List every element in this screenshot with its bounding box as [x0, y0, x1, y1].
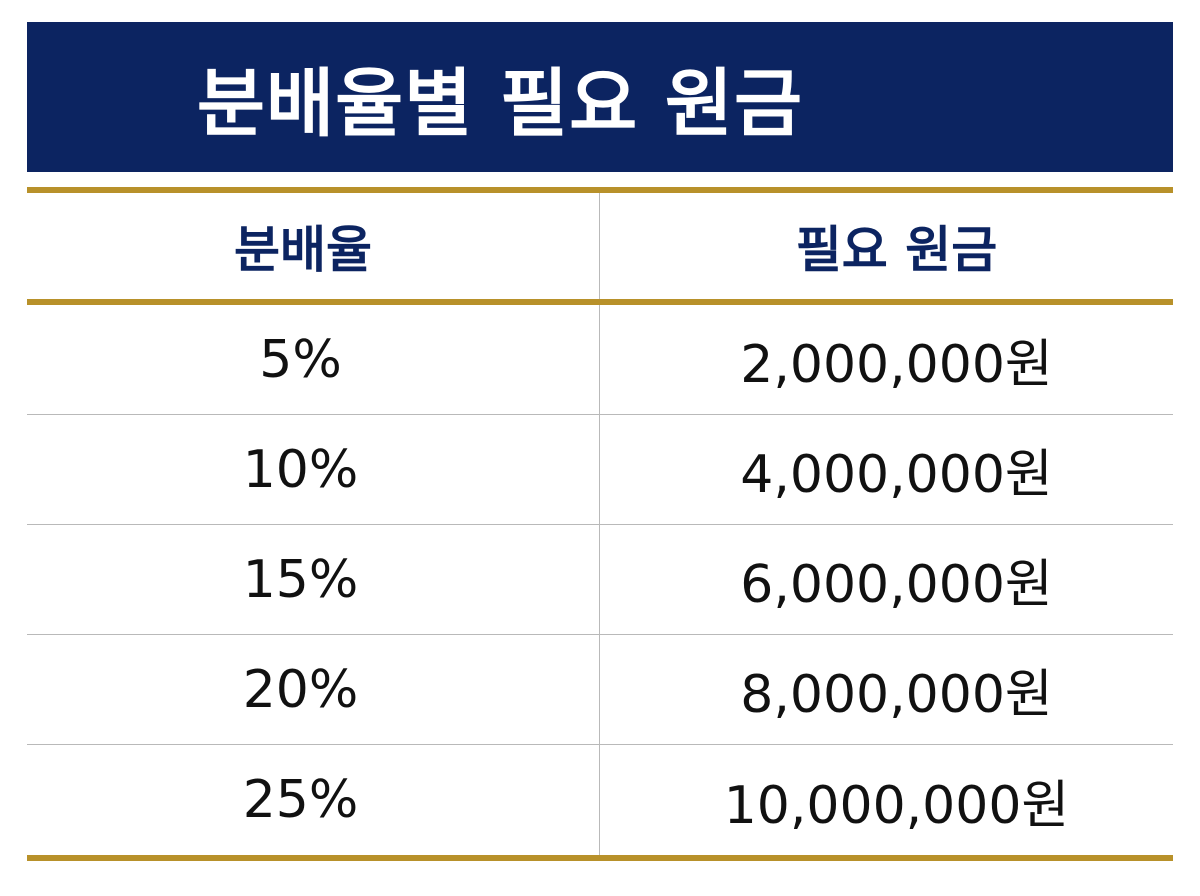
- rate-cell: 10%: [27, 415, 600, 524]
- table-row: 25% 10,000,000원: [27, 744, 1173, 855]
- table-row: 20% 8,000,000원: [27, 634, 1173, 744]
- table-header-row: 분배율 필요 원금: [27, 193, 1173, 299]
- table-row: 15% 6,000,000원: [27, 524, 1173, 634]
- rate-cell: 20%: [27, 635, 600, 744]
- rate-cell: 15%: [27, 525, 600, 634]
- table-bottom-rule: [27, 855, 1173, 861]
- header-rate: 분배율: [27, 193, 600, 299]
- table-row: 5% 2,000,000원: [27, 305, 1173, 414]
- rate-cell: 5%: [27, 305, 600, 414]
- table-row: 10% 4,000,000원: [27, 414, 1173, 524]
- title-banner: 분배율별 필요 원금: [27, 22, 1173, 172]
- table-header-rule: [27, 299, 1173, 305]
- rate-cell: 25%: [27, 745, 600, 855]
- header-principal: 필요 원금: [795, 221, 998, 279]
- principal-cell: 2,000,000원: [740, 335, 1053, 395]
- principal-cell: 6,000,000원: [740, 555, 1053, 615]
- distribution-table: 분배율 필요 원금 5% 2,000,000원 10% 4,000,000원 1…: [27, 187, 1173, 861]
- page-title: 분배율별 필요 원금: [196, 60, 804, 147]
- principal-cell: 4,000,000원: [740, 445, 1053, 505]
- table-top-rule: [27, 187, 1173, 193]
- principal-cell: 10,000,000원: [723, 775, 1070, 836]
- principal-cell: 8,000,000원: [740, 665, 1053, 725]
